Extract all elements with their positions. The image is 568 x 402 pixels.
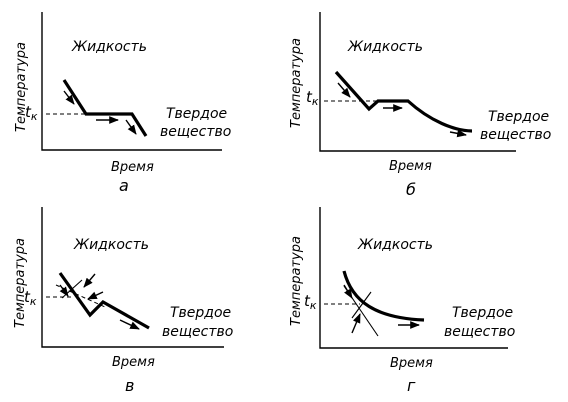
panel-v-arrow-intersection-upper [83, 273, 96, 288]
panel-a-solid-label-line1: Твердое [166, 106, 227, 122]
panel-a-liquid-label: Жидкость [71, 39, 147, 55]
panel-g-solid-label-line2: вещество [444, 324, 515, 340]
panel-v-arrow-intersection-lower [87, 291, 104, 300]
panel-b-arrow-liquid [337, 82, 351, 98]
panel-g-axes [319, 207, 508, 349]
panel-v-axes [41, 207, 224, 348]
panel-a-solid-label-line2: вещество [160, 124, 231, 140]
panel-b-x-axis-label: Время [389, 159, 432, 174]
panel-b-axes [319, 12, 516, 152]
panel-b-arrow-solid [449, 129, 467, 138]
panel-b-tk-label: tк [306, 88, 319, 108]
panel-a-axes [41, 12, 222, 151]
panel-v-x-axis-label: Время [112, 355, 155, 370]
panel-a-cooling-curve [62, 79, 148, 137]
panel-b-cooling-curve [334, 70, 473, 133]
panel-g-y-axis-label: Температура [289, 236, 304, 326]
panel-a: Температура Жидкость tк Твердое вещество… [14, 12, 231, 195]
panel-g-panel-label: г [407, 376, 416, 395]
panel-v-liquid-label: Жидкость [73, 237, 149, 253]
panel-g-solid-label-line1: Твердое [452, 305, 513, 321]
panel-g: Температура Жидкость tк Твердое вещество… [289, 207, 515, 395]
panel-b-solid-label-line2: вещество [480, 127, 551, 143]
panel-g-arrow-intersection [351, 313, 361, 334]
panel-b-y-axis-label: Температура [289, 38, 304, 128]
panel-a-x-axis-label: Время [111, 160, 154, 175]
panel-g-arrow-liquid [343, 284, 353, 299]
panel-a-y-axis-label: Температура [14, 42, 29, 132]
panel-v-arrow-solid [119, 319, 140, 330]
panel-v-cooling-curve [58, 272, 150, 330]
panel-b-solid-label-line1: Твердое [488, 109, 549, 125]
panel-g-liquid-label: Жидкость [357, 237, 433, 253]
panel-g-x-axis-label: Время [390, 356, 433, 371]
panel-v-panel-label: в [125, 376, 134, 395]
panel-v-y-axis-label: Температура [13, 238, 28, 328]
panel-b-liquid-label: Жидкость [347, 39, 423, 55]
panel-v: Температура Жидкость tк Твердое вещество… [13, 207, 233, 395]
panel-v-solid-label-line2: вещество [162, 324, 233, 340]
panel-a-panel-label: а [119, 176, 129, 195]
panel-b: Температура Жидкость tк Твердое вещество… [289, 12, 551, 199]
panel-a-arrow-solid [125, 119, 137, 135]
panel-a-tk-label: tк [25, 103, 38, 123]
panel-b-panel-label: б [406, 180, 416, 199]
panel-a-arrow-liquid [63, 90, 75, 105]
panel-g-cooling-curve [342, 270, 425, 322]
panel-v-arrow-liquid [59, 284, 69, 297]
panel-v-tk-label: tк [24, 288, 37, 308]
panel-g-tk-label: tк [304, 292, 317, 312]
panel-v-solid-label-line1: Твердое [170, 305, 231, 321]
